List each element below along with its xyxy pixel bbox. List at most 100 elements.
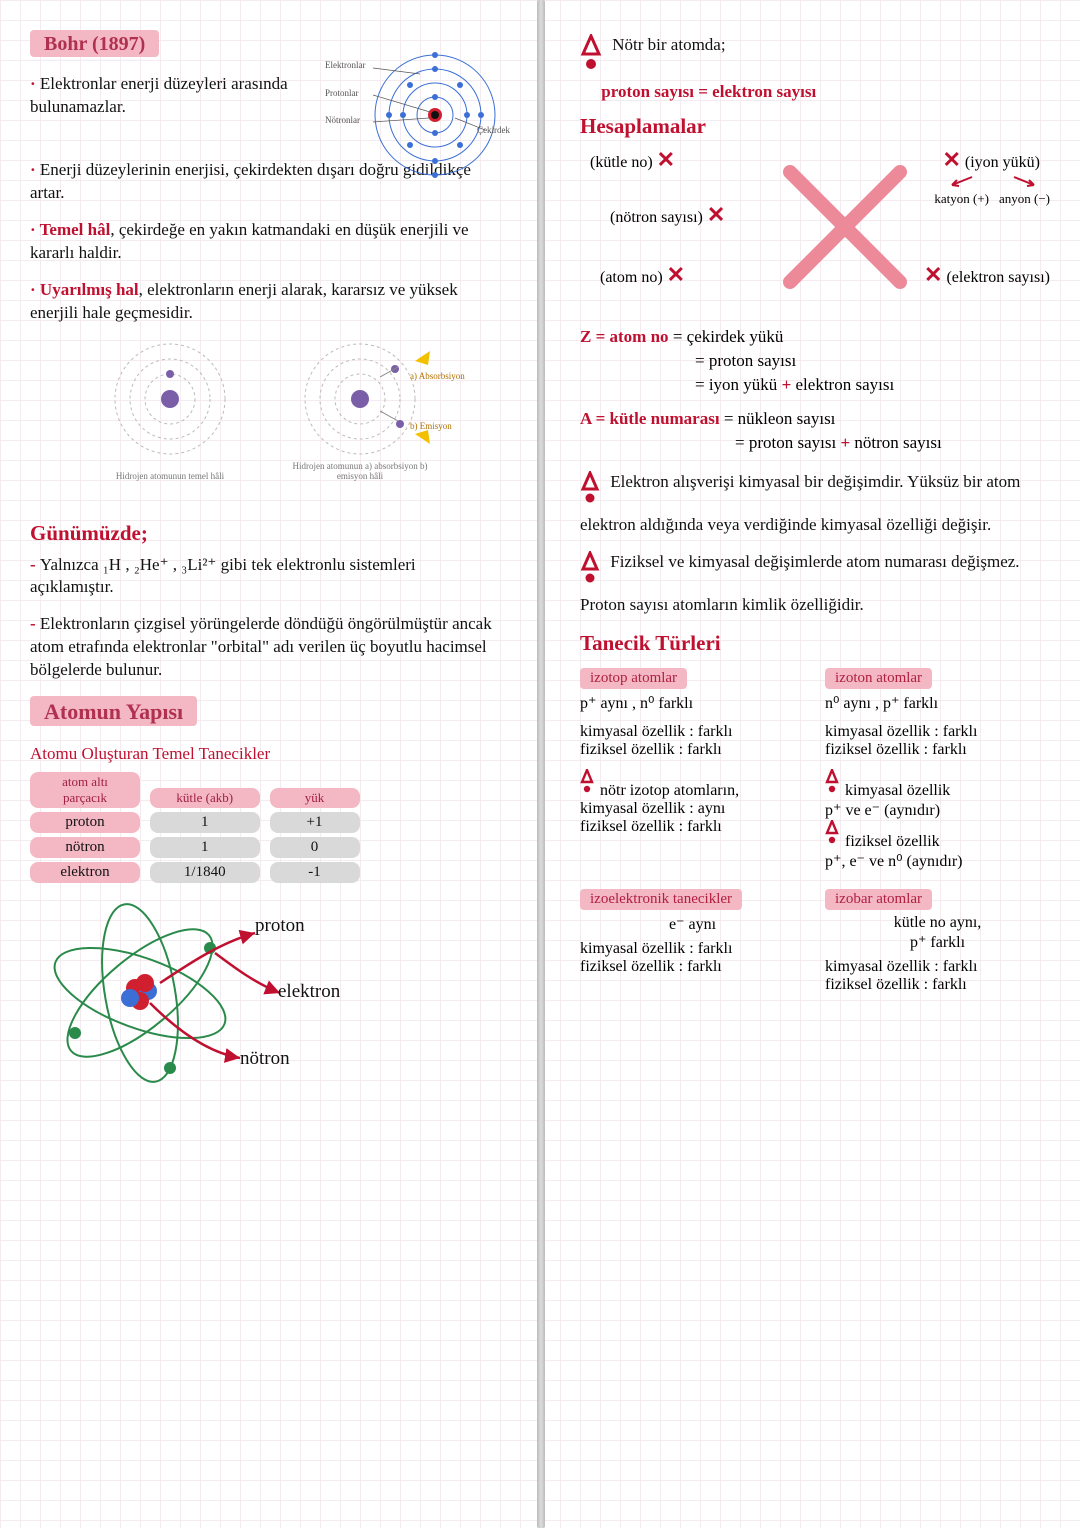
- type-heading: izotop atomlar: [580, 668, 687, 689]
- izotop-note: nötr izotop atomların, kimyasal özellik …: [580, 769, 805, 836]
- x-mark-icon: ✕: [707, 202, 725, 227]
- td: 1: [150, 837, 260, 858]
- fig-label-b: b) Emisyon: [410, 421, 480, 431]
- td: proton: [30, 812, 140, 833]
- th-charge: yük: [270, 788, 360, 808]
- type-heading: izoton atomlar: [825, 668, 932, 689]
- bullet-dot: ·: [30, 160, 40, 179]
- note-neutral-atom: Nötr bir atomda; proton sayısı = elektro…: [580, 34, 1050, 104]
- izoton-note: kimyasal özellik p⁺ ve e⁻ (aynıdır) fizi…: [825, 769, 1050, 871]
- table-header-row: atom altı parçacık kütle (akb) yük: [30, 772, 500, 808]
- bullet-key: Temel hâl: [40, 220, 111, 239]
- heading-today: Günümüzde;: [30, 521, 500, 546]
- x-mark-icon: ✕: [657, 147, 675, 172]
- atom-labeled-figure: proton elektron nötron: [30, 893, 330, 1093]
- fig-label-a: a) Absorbsiyon: [410, 371, 480, 381]
- exclamation-icon: [580, 34, 602, 81]
- eq-a-1: A = kütle numarası = nükleon sayısı: [580, 409, 1050, 429]
- bullet-text: Elektronlar enerji düzeyleri arasında bu…: [30, 74, 288, 116]
- exclamation-icon: [580, 769, 596, 800]
- type-heading: izobar atomlar: [825, 889, 932, 910]
- label-notron: nötron: [240, 1048, 290, 1070]
- label-notron-sayisi: (nötron sayısı): [610, 209, 703, 226]
- th-mass: kütle (akb): [150, 788, 260, 808]
- note-text: p⁺ ve e⁻ (aynıdır): [825, 802, 940, 819]
- type-line: fiziksel özellik : farklı: [580, 958, 805, 976]
- label-elektronlar: Elektronlar: [325, 60, 365, 70]
- type-line: e⁻ aynı: [580, 914, 805, 934]
- note-text: Elektron alışverişi kimyasal bir değişim…: [580, 472, 1020, 534]
- eq-z-1: Z = atom no = çekirdek yükü: [580, 327, 1050, 347]
- heading-bohr: Bohr (1897): [30, 30, 159, 57]
- hydrogen-figures: Hidrojen atomunun temel hâli a) Absorbsi…: [30, 339, 500, 511]
- td: 1/1840: [150, 862, 260, 883]
- bullet-dot: ·: [30, 74, 40, 93]
- bullet-text: Yalnızca ₁H , ₂He⁺ , ₃Li²⁺ gibi tek elek…: [30, 555, 416, 597]
- type-line: kimyasal özellik : farklı: [580, 723, 805, 741]
- subheading-particles: Atomu Oluşturan Temel Tanecikler: [30, 744, 500, 764]
- exclamation-icon: [825, 769, 841, 800]
- exclamation-icon: [580, 471, 600, 514]
- type-line: kimyasal özellik : farklı: [825, 958, 1050, 976]
- types-row-2: izoelektronik tanecikler e⁻ aynı kimyasa…: [580, 885, 1050, 994]
- exclamation-icon: [580, 551, 600, 594]
- eq-z-2: = proton sayısı: [580, 351, 1050, 371]
- bohr-bullet-1: · Elektronlar enerji düzeyleri arasında …: [30, 73, 310, 119]
- label-protonlar: Protonlar: [325, 88, 359, 98]
- izobar-block: izobar atomlar kütle no aynı, p⁺ farklı …: [825, 885, 1050, 994]
- fig-caption: Hidrojen atomunun temel hâli: [90, 471, 250, 481]
- izoelektronik-block: izoelektronik tanecikler e⁻ aynı kimyasa…: [580, 885, 805, 994]
- label-elektron: elektron: [278, 981, 340, 1003]
- type-line: p⁺ aynı , n⁰ farklı: [580, 693, 805, 713]
- right-column: Nötr bir atomda; proton sayısı = elektro…: [565, 20, 1065, 1508]
- bullet-dot: -: [30, 555, 40, 574]
- table-row: proton 1 +1: [30, 812, 500, 833]
- note-text: fiziksel özellik: [845, 833, 940, 850]
- label-iyon-yuku: (iyon yükü): [965, 154, 1040, 171]
- note-text-b: proton sayısı = elektron sayısı: [601, 82, 816, 101]
- bullet-text: Elektronların çizgisel yörüngelerde dönd…: [30, 614, 492, 679]
- bohr-atom-figure: Elektronlar Protonlar Nötronlar Çekirdek: [325, 50, 505, 180]
- label-proton: proton: [255, 915, 305, 937]
- izotop-block: izotop atomlar p⁺ aynı , n⁰ farklı kimya…: [580, 664, 805, 871]
- eq-z-3: = iyon yükü + elektron sayısı: [580, 375, 1050, 395]
- x-mark-icon: ✕: [667, 262, 685, 287]
- bullet-dot: ·: [30, 280, 40, 299]
- table-row: elektron 1/1840 -1: [30, 862, 500, 883]
- bohr-bullet-4: · Uyarılmış hal, elektronların enerji al…: [30, 279, 500, 325]
- note-text-a: Nötr bir atomda;: [612, 35, 725, 54]
- bullet-dot: ·: [30, 220, 40, 239]
- note-text: kimyasal özellik : aynı: [580, 800, 725, 817]
- type-line: kimyasal özellik : farklı: [825, 723, 1050, 741]
- today-bullet-1: - Yalnızca ₁H , ₂He⁺ , ₃Li²⁺ gibi tek el…: [30, 554, 500, 600]
- note-text: nötr izotop atomların,: [600, 782, 739, 799]
- td: nötron: [30, 837, 140, 858]
- note-text: Fiziksel ve kimyasal değişimlerde atom n…: [580, 552, 1020, 614]
- td: 0: [270, 837, 360, 858]
- page-container: Bohr (1897): [0, 0, 1080, 1528]
- type-line: kütle no aynı,: [825, 914, 1050, 932]
- td: 1: [150, 812, 260, 833]
- types-row-1: izotop atomlar p⁺ aynı , n⁰ farklı kimya…: [580, 664, 1050, 871]
- element-notation-diagram: (kütle no) ✕ ✕ (iyon yükü) katyon (+) an…: [580, 147, 1050, 317]
- note-electron-exchange: Elektron alışverişi kimyasal bir değişim…: [580, 471, 1050, 537]
- heading-hesaplamalar: Hesaplamalar: [580, 114, 1050, 139]
- label-notronlar: Nötronlar: [325, 115, 360, 125]
- exclamation-icon: [825, 820, 841, 851]
- x-mark-icon: ✕: [942, 147, 960, 172]
- bullet-dot: -: [30, 614, 40, 633]
- left-column: Bohr (1897): [15, 20, 515, 1508]
- type-line: p⁺ farklı: [825, 932, 1050, 952]
- heading-particle-types: Tanecik Türleri: [580, 631, 1050, 656]
- hydrogen-ground-fig: Hidrojen atomunun temel hâli: [90, 339, 250, 511]
- today-bullet-2: - Elektronların çizgisel yörüngelerde dö…: [30, 613, 500, 682]
- label-elektron-sayisi: (elektron sayısı): [946, 269, 1050, 286]
- note-text: p⁺, e⁻ ve n⁰ (aynıdır): [825, 853, 962, 870]
- eq-a-2: = proton sayısı + nötron sayısı: [580, 433, 1050, 453]
- type-heading: izoelektronik tanecikler: [580, 889, 742, 910]
- td: -1: [270, 862, 360, 883]
- heading-structure: Atomun Yapısı: [30, 696, 197, 726]
- table-row: nötron 1 0: [30, 837, 500, 858]
- fig-caption: Hidrojen atomunun a) absorbsiyon b) emis…: [280, 461, 440, 481]
- type-line: kimyasal özellik : farklı: [580, 940, 805, 958]
